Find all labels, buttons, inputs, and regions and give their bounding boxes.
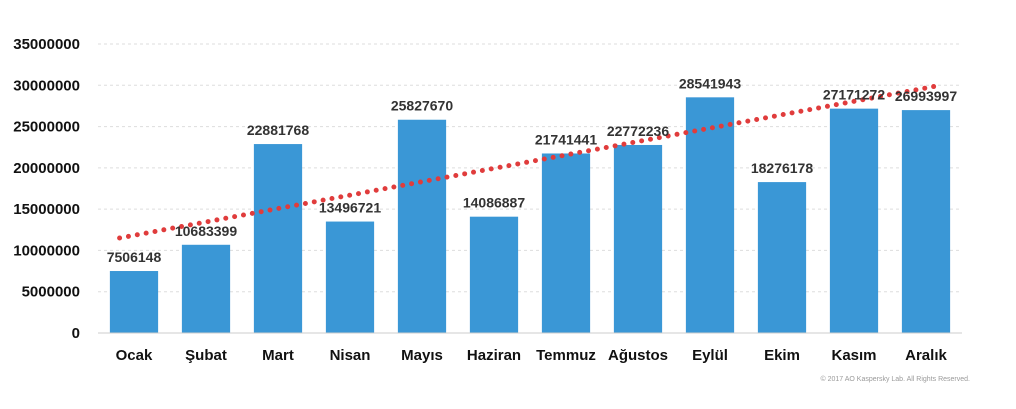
y-tick-label: 20000000 [13, 160, 80, 177]
bar-11 [901, 110, 951, 333]
data-label: 26993997 [895, 88, 958, 104]
data-label: 7506148 [107, 249, 162, 265]
x-tick-label: Temmuz [536, 347, 596, 364]
copyright-text: © 2017 AO Kaspersky Lab. All Rights Rese… [820, 375, 970, 383]
bar-3 [325, 221, 375, 333]
data-labels: 7506148 10683399 22881768 13496721 25827670 1… [107, 75, 958, 265]
bar-6 [541, 153, 591, 333]
x-tick-label: Ekim [764, 347, 800, 364]
data-label: 21741441 [535, 131, 598, 147]
x-tick-label: Aralık [905, 347, 947, 364]
x-tick-label: Mayıs [401, 347, 443, 364]
data-label: 10683399 [175, 223, 238, 239]
x-axis-labels: Ocak Şubat Mart Nisan Mayıs Haziran Temmuz Ağus… [116, 347, 948, 364]
data-label: 13496721 [319, 200, 382, 216]
x-tick-label: Kasım [831, 347, 876, 364]
y-tick-label: 25000000 [13, 119, 80, 136]
x-tick-label: Şubat [185, 347, 227, 364]
bar-2 [253, 144, 303, 333]
bar-7 [613, 144, 663, 333]
data-label: 22881768 [247, 122, 310, 138]
bar-4 [397, 119, 447, 333]
data-label: 18276178 [751, 160, 814, 176]
data-label: 22772236 [607, 123, 670, 139]
bar-1 [181, 244, 231, 333]
bar-5 [469, 216, 519, 333]
x-tick-label: Ağustos [608, 347, 668, 364]
y-tick-label: 5000000 [22, 284, 80, 301]
y-tick-label: 30000000 [13, 77, 80, 94]
bar-10 [829, 108, 879, 333]
trendline [117, 82, 943, 241]
x-tick-label: Nisan [330, 347, 371, 364]
data-label: 25827670 [391, 98, 454, 114]
y-tick-label: 0 [72, 325, 80, 342]
data-label: 14086887 [463, 195, 526, 211]
gridlines [98, 43, 962, 293]
bar-0 [109, 271, 159, 333]
x-tick-label: Mart [262, 347, 294, 364]
x-tick-label: Eylül [692, 347, 728, 364]
data-label: 27171272 [823, 87, 886, 103]
trendline-dotted [117, 82, 943, 241]
data-label: 28541943 [679, 75, 742, 91]
x-tick-label: Ocak [116, 347, 153, 364]
y-tick-label: 15000000 [13, 201, 80, 218]
y-tick-label: 35000000 [13, 36, 80, 53]
x-tick-label: Haziran [467, 347, 521, 364]
bars [109, 97, 951, 333]
bar-8 [685, 97, 735, 333]
bar-9 [757, 182, 807, 333]
y-axis-ticks: 0 5000000 10000000 15000000 20000000 25000000… [13, 36, 80, 342]
y-tick-label: 10000000 [13, 242, 80, 259]
